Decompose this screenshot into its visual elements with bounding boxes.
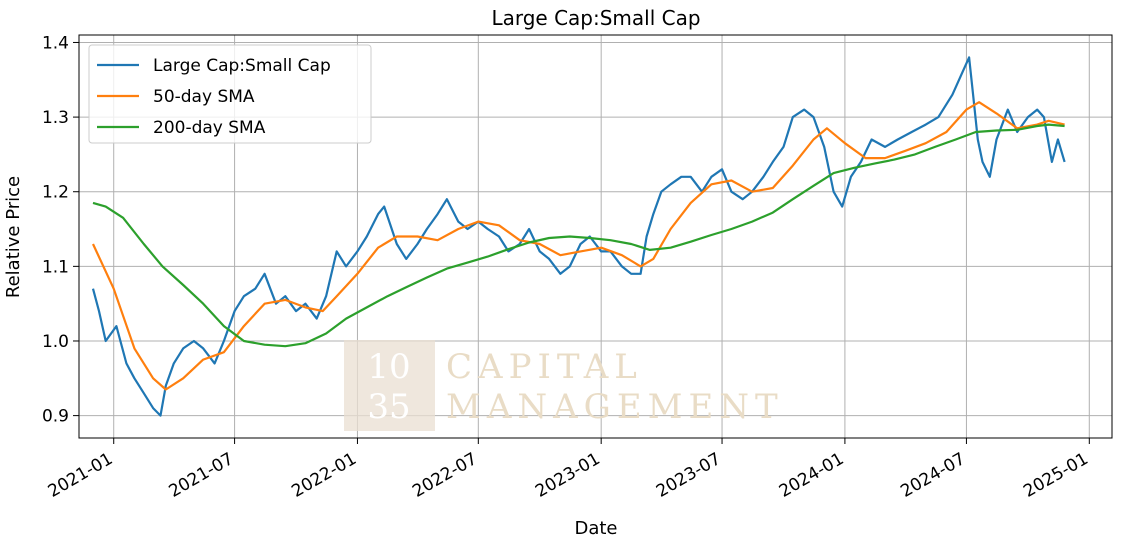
watermark-box-line-2: 35: [367, 387, 410, 427]
legend-label-50-day-sma: 50-day SMA: [153, 87, 255, 107]
x-tick-label: 2025-01: [1020, 449, 1092, 502]
series-line-large-cap-small-cap: [91, 56, 1066, 417]
watermark-text-line-2: MANAGEMENT: [446, 387, 784, 427]
x-axis: 2021-01 2021-07 2022-01 2022-07 2023-01 2023-…: [45, 438, 1092, 502]
chart-title: Large Cap:Small Cap: [491, 6, 700, 30]
watermark-logo: 10 35 CAPITAL MANAGEMENT: [344, 340, 784, 431]
legend: Large Cap:Small Cap 50-day SMA 200-day SMA: [88, 44, 372, 144]
watermark-box: [344, 340, 435, 431]
y-tick-label: 1.3: [42, 108, 69, 128]
y-tick-label: 0.9: [42, 407, 69, 427]
series-line-50-day-sma: [92, 101, 1065, 391]
x-tick-label: 2023-01: [532, 449, 604, 502]
legend-label-large-cap-small-cap: Large Cap:Small Cap: [153, 56, 331, 76]
watermark-text-line-1: CAPITAL: [446, 347, 643, 387]
x-tick-label: 2023-07: [653, 449, 725, 502]
legend-label-200-day-sma: 200-day SMA: [153, 118, 266, 138]
x-tick-label: 2024-07: [897, 449, 969, 502]
x-tick-label: 2022-01: [288, 449, 360, 502]
x-axis-label: Date: [574, 518, 617, 539]
watermark-box-line-1: 10: [367, 347, 410, 387]
legend-frame: [88, 44, 372, 144]
y-tick-label: 1.4: [42, 33, 69, 53]
y-axis-label: Relative Price: [3, 176, 24, 298]
x-tick-label: 2021-07: [166, 449, 238, 502]
y-axis: 0.9 1.0 1.1 1.2 1.3 1.4: [42, 33, 79, 427]
x-tick-label: 2022-07: [409, 449, 481, 502]
x-tick-label: 2021-01: [45, 449, 117, 502]
plot-frame: [78, 34, 1113, 439]
series-layer: [91, 56, 1066, 417]
series-line-200-day-sma: [92, 123, 1065, 348]
x-tick-label: 2024-01: [776, 449, 848, 502]
y-tick-label: 1.0: [42, 332, 69, 352]
y-tick-label: 1.2: [42, 183, 69, 203]
y-tick-label: 1.1: [42, 257, 69, 277]
